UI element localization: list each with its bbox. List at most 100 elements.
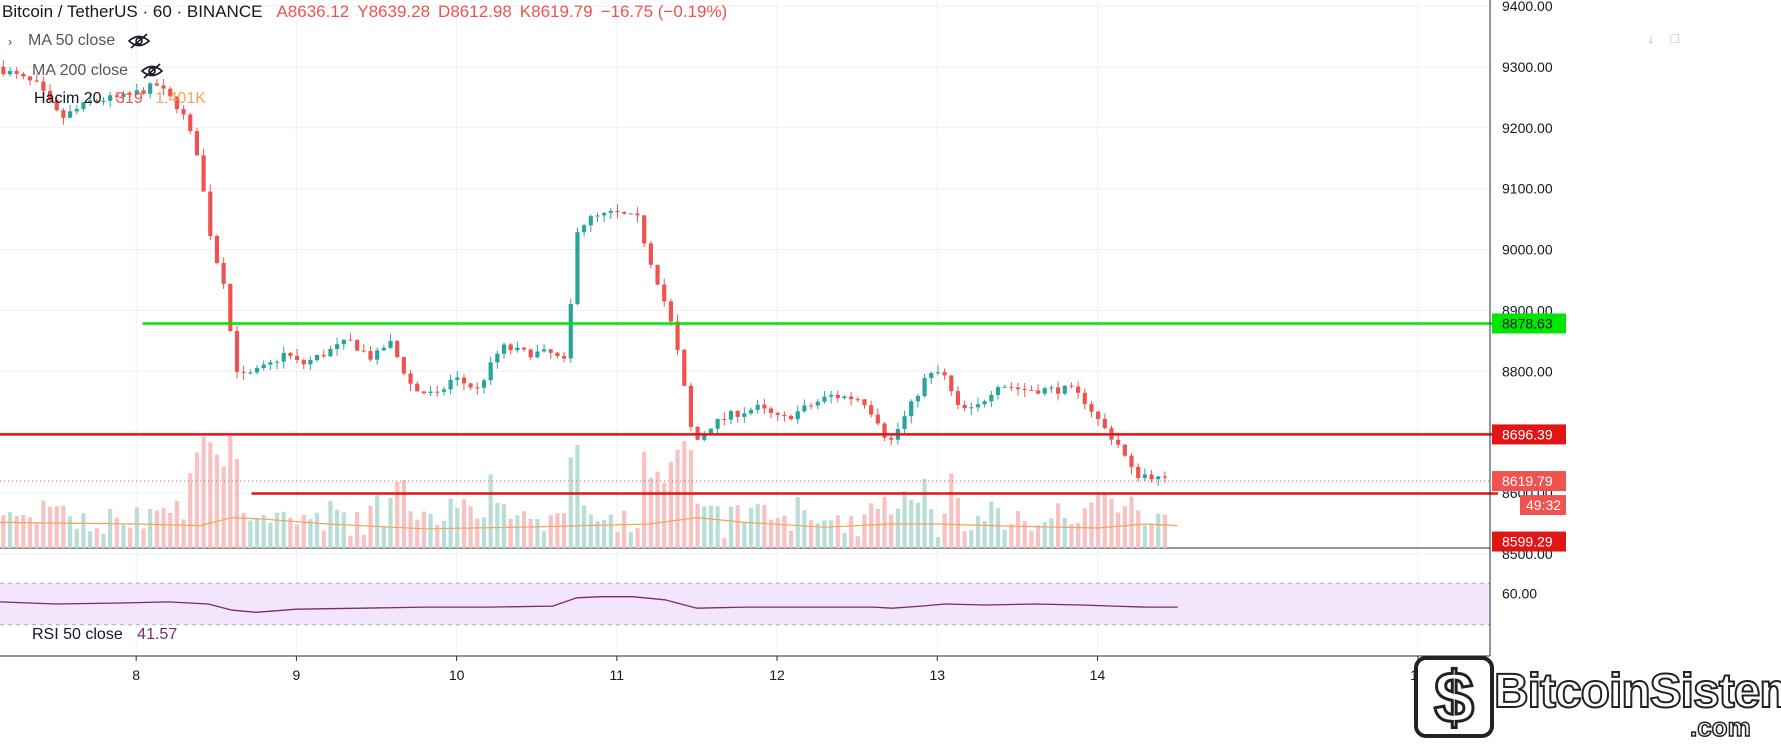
candle-body [929,373,934,379]
volume-bar [788,530,794,548]
candle-body [14,71,19,74]
candle-body [548,349,553,353]
watermark-suffix: .com [1689,711,1751,743]
volume-bar [254,517,260,548]
candle-body [81,102,86,109]
candle-body [535,351,540,358]
level-price-tag-bg [1492,531,1566,552]
volume-bar [148,509,153,548]
volume-bar [361,534,366,548]
volume-bar [214,454,220,548]
candle-body [1096,411,1101,419]
volume-bars [1,436,1167,548]
candle-body [435,391,440,393]
candle-body [762,404,767,409]
candle-body [615,210,620,213]
candle-body [508,344,513,351]
candle-body [602,212,607,216]
volume-bar [74,528,79,548]
volume-bar [849,516,854,548]
candle-body [782,414,787,416]
volume-bar [1049,518,1054,548]
volume-bar [829,520,834,548]
candle-body [421,391,426,394]
volume-bar [782,515,787,548]
volume-bar [355,511,360,548]
volume-bar [61,505,66,548]
volume-bar [855,536,860,548]
volume-bar [1,515,6,548]
candle-body [221,262,226,284]
candle-body [481,380,487,388]
volume-bar [842,532,847,548]
candle-body [849,396,854,400]
volume-bar [1009,523,1014,548]
volume-bar [495,502,500,548]
ma200-legend[interactable]: MA 200 close [26,58,166,84]
volume-bar [261,514,266,548]
candle-body [1142,474,1147,479]
volume-bar [822,520,827,548]
collapse-legend-icon[interactable]: › [0,31,20,51]
candle-body [788,415,794,420]
candle-body [1049,387,1054,389]
candle-body [254,368,260,373]
volume-bar [441,520,447,548]
price-tick-label: 9200.00 [1502,120,1553,136]
volume-bar [889,514,894,548]
candle-body [1082,392,1087,405]
candle-body [995,387,1001,395]
candle-body [829,394,834,397]
candle-body [702,433,707,440]
volume-bar [1102,492,1107,548]
volume-bar [1109,498,1114,548]
candle-body [568,303,573,359]
volume-bar [488,474,493,548]
volume-bar [555,513,560,548]
candle-body [635,213,640,216]
last-price-tag-bg [1492,471,1566,492]
volume-bar [1149,524,1154,548]
candle-body [642,215,647,244]
ma50-legend[interactable]: › MA 50 close [0,28,153,54]
candle-body [1,66,6,75]
volume-legend[interactable]: Hacim 20 319 1.401K [34,90,206,108]
candle-body [768,408,774,414]
rsi-legend[interactable]: RSI 50 close 41.57 [32,626,177,644]
volume-bar [368,505,373,548]
volume-bar [348,535,353,548]
candle-body [962,404,967,409]
arrow-down-icon[interactable]: ↓ [1647,30,1655,46]
eye-hidden-icon[interactable] [127,31,153,51]
candle-body [855,399,860,401]
candle-body [555,352,560,357]
volume-bar [715,506,720,548]
volume-bar [94,528,99,548]
eye-hidden-icon[interactable] [140,61,166,81]
volume-bar [208,442,213,548]
candle-body [301,359,306,365]
candle-body [1062,385,1067,394]
candle-body [628,213,633,215]
rsi-tick-label: 60.00 [1502,586,1537,602]
candle-body [882,423,887,438]
candle-body [194,131,200,156]
maximize-icon[interactable]: □ [1670,30,1679,46]
volume-bar [228,436,233,548]
candle-body [1022,389,1027,391]
volume-bar [628,532,633,548]
volume-bar [675,449,680,548]
volume-bar [141,528,146,548]
candle-body [375,350,380,360]
candle-body [54,100,59,111]
volume-bar [241,512,246,548]
candle-body [562,356,567,359]
candle-body [335,344,340,350]
volume-bar [101,533,106,548]
time-tick-label: 10 [449,667,465,683]
volume-bar [154,510,159,548]
candle-body [308,359,313,365]
volume-bar [608,514,613,548]
symbol-title[interactable]: Bitcoin / TetherUS · 60 · BINANCE [2,2,263,21]
